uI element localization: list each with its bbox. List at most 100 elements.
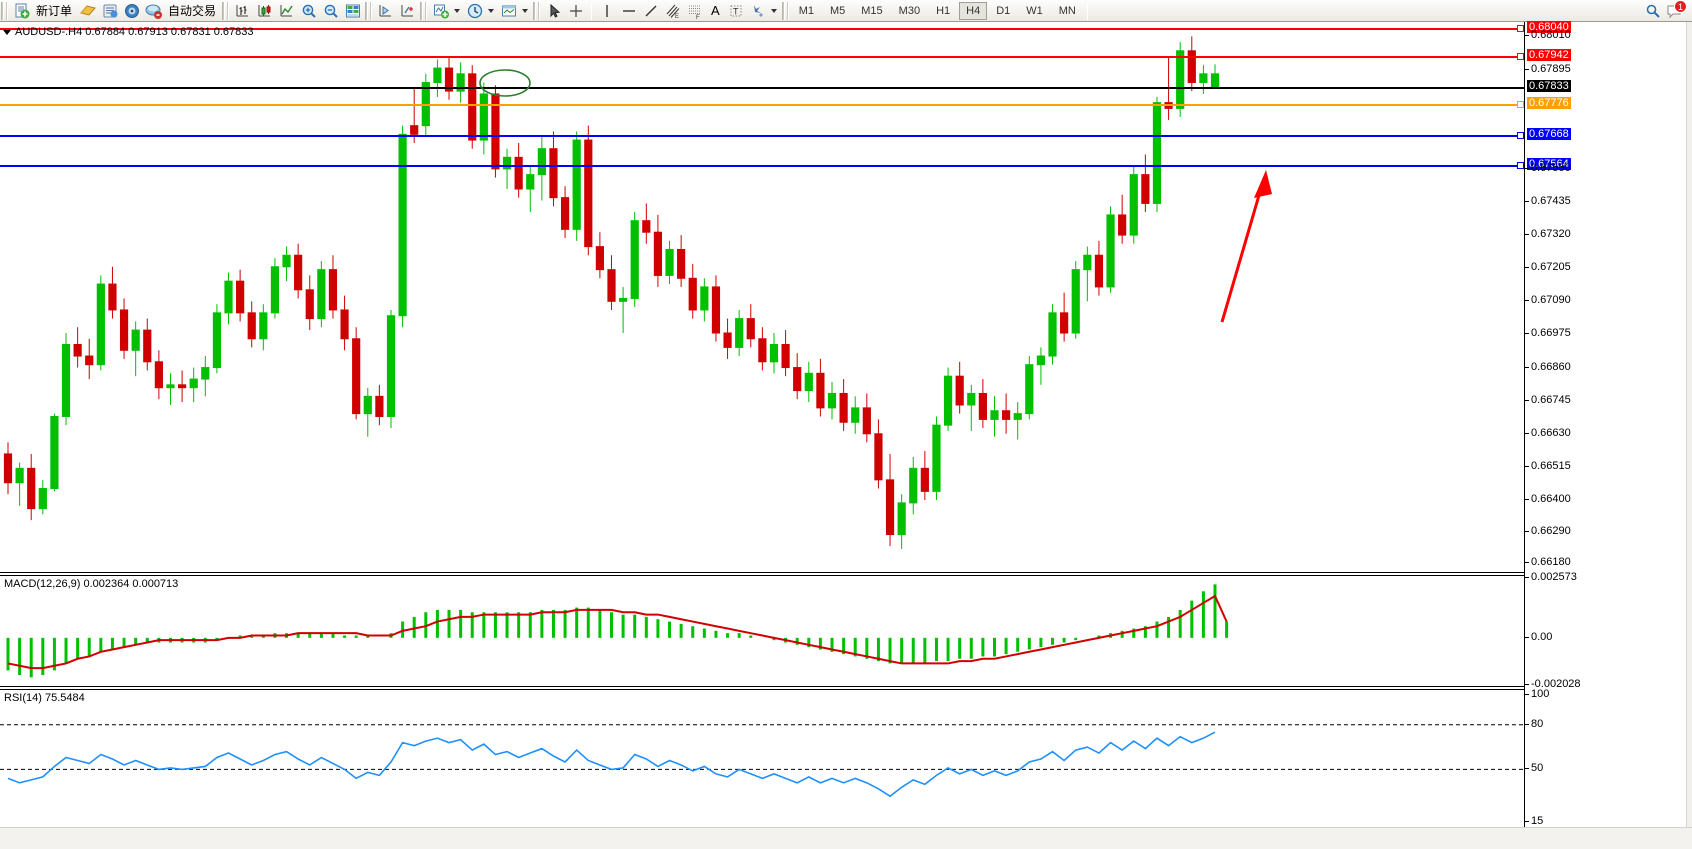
timeframe-h4[interactable]: H4 bbox=[959, 1, 988, 20]
toolbar-grip-5[interactable] bbox=[533, 1, 541, 20]
level-handle-resistance-1[interactable] bbox=[1517, 52, 1524, 60]
chart-menu-arrow-icon[interactable] bbox=[3, 29, 11, 35]
price-tick-label: 0.67435 bbox=[1531, 194, 1571, 207]
level-line-resistance-2[interactable] bbox=[0, 27, 1524, 30]
timeframe-m1[interactable]: M1 bbox=[798, 4, 814, 17]
level-line-pivot[interactable] bbox=[0, 103, 1524, 106]
search-button[interactable] bbox=[1642, 1, 1664, 21]
rsi-tick: 50 bbox=[1525, 762, 1543, 774]
timeframe-w1[interactable]: W1 bbox=[1026, 4, 1043, 17]
shapes-caret-icon[interactable] bbox=[770, 8, 777, 13]
auto-scroll-button[interactable] bbox=[375, 1, 397, 21]
bar-chart-button[interactable] bbox=[232, 1, 254, 21]
candlestick-chart-button[interactable] bbox=[254, 1, 276, 21]
chart-ohlc-text: AUDUSD-.H4 0.67884 0.67913 0.67831 0.678… bbox=[15, 26, 254, 38]
auto-trading-button[interactable]: 自动交易 bbox=[143, 1, 221, 21]
copy-button[interactable] bbox=[77, 1, 99, 21]
chart-area[interactable]: AUDUSD-.H4 0.67884 0.67913 0.67831 0.678… bbox=[0, 20, 1692, 849]
toolbar-grip-3[interactable] bbox=[365, 1, 373, 20]
text-label-button[interactable]: T bbox=[725, 1, 747, 21]
rsi-tick-label: 15 bbox=[1531, 814, 1544, 827]
vertical-scrollbar[interactable] bbox=[1686, 22, 1692, 849]
level-line-current-price[interactable] bbox=[0, 87, 1524, 90]
periods-caret-icon[interactable] bbox=[488, 8, 495, 13]
timeframe-m15[interactable]: M15 bbox=[861, 4, 883, 17]
notifications-button[interactable]: 1 bbox=[1664, 0, 1687, 21]
level-line-support-2[interactable] bbox=[0, 164, 1524, 167]
price-label-resistance-1: 0.67942 bbox=[1527, 48, 1571, 61]
rsi-tick: 80 bbox=[1525, 718, 1543, 730]
search-icon bbox=[1644, 2, 1662, 20]
toolbar-grip-4[interactable] bbox=[420, 1, 428, 20]
text-button[interactable]: A bbox=[706, 1, 725, 21]
price-label-support-1: 0.67668 bbox=[1527, 127, 1571, 140]
svg-text:E: E bbox=[675, 14, 679, 20]
vline-icon bbox=[598, 2, 616, 20]
level-handle-support-2[interactable] bbox=[1517, 161, 1524, 169]
price-tick-label: 0.66745 bbox=[1531, 393, 1571, 406]
periods-button[interactable] bbox=[464, 1, 498, 21]
shapes-button[interactable] bbox=[747, 1, 781, 21]
auto-scroll-icon bbox=[377, 2, 395, 20]
toolbar-separator-1 bbox=[591, 1, 593, 20]
price-tick: 0.66860 bbox=[1525, 361, 1571, 373]
timeframe-m5[interactable]: M5 bbox=[829, 4, 846, 17]
zoom-in-button[interactable] bbox=[298, 1, 320, 21]
data-window-button[interactable] bbox=[342, 1, 364, 21]
price-tick-label: 0.67895 bbox=[1531, 62, 1571, 75]
price-scale[interactable]: 0.68040 0.67942 0.67833 0.67776 0.67668 0.675… bbox=[1524, 20, 1692, 827]
price-label-support-2: 0.67564 bbox=[1527, 157, 1571, 170]
timeframe-mn[interactable]: MN bbox=[1058, 4, 1076, 17]
terminal-button[interactable] bbox=[99, 1, 121, 21]
cursor-button[interactable] bbox=[543, 1, 565, 21]
equidistant-channel-button[interactable]: E bbox=[662, 1, 684, 21]
level-handle-resistance-2[interactable] bbox=[1517, 24, 1524, 32]
trendline-icon bbox=[642, 2, 660, 20]
toolbar-grip-6[interactable] bbox=[781, 1, 789, 20]
auto-trading-label: 自动交易 bbox=[168, 4, 217, 18]
price-tick-label: 0.66290 bbox=[1531, 524, 1571, 537]
timeframe-m30[interactable]: M30 bbox=[898, 4, 921, 17]
price-tick-label: 0.66180 bbox=[1531, 556, 1571, 569]
clock-icon bbox=[466, 2, 484, 20]
text-icon: A bbox=[711, 3, 720, 18]
toolbar-grip-1[interactable] bbox=[1, 1, 8, 20]
timeframe-h1[interactable]: H1 bbox=[936, 4, 951, 17]
signals-icon bbox=[123, 2, 141, 20]
zoom-out-button[interactable] bbox=[320, 1, 342, 21]
fibonacci-icon: F bbox=[686, 2, 704, 20]
signals-button[interactable] bbox=[121, 1, 143, 21]
level-line-support-1[interactable] bbox=[0, 134, 1524, 137]
price-tick: 0.67550 bbox=[1525, 162, 1571, 174]
fibonacci-button[interactable]: F bbox=[684, 1, 706, 21]
templates-button[interactable] bbox=[498, 1, 532, 21]
level-handle-support-1[interactable] bbox=[1517, 131, 1524, 139]
bar-chart-icon bbox=[234, 2, 252, 20]
toolbar-separator-2 bbox=[1086, 1, 1088, 20]
trendline-button[interactable] bbox=[640, 1, 662, 21]
hline-icon bbox=[620, 2, 638, 20]
panel-separator-macd-top bbox=[0, 572, 1524, 573]
indicators-caret-icon[interactable] bbox=[454, 8, 461, 13]
level-handle-pivot[interactable] bbox=[1517, 100, 1524, 108]
indicators-button[interactable] bbox=[430, 1, 464, 21]
price-tick: 0.66400 bbox=[1525, 493, 1571, 505]
new-order-button[interactable]: 新订单 bbox=[11, 1, 77, 21]
price-label-pivot: 0.67776 bbox=[1527, 96, 1571, 109]
crosshair-button[interactable] bbox=[565, 1, 587, 21]
rsi-tick-label: 100 bbox=[1531, 687, 1550, 700]
timeframe-group: M1 M5 M15 M30 H1 H4 D1 W1 MN bbox=[792, 1, 1083, 20]
rsi-tick: 15 bbox=[1525, 815, 1543, 827]
level-line-resistance-1[interactable] bbox=[0, 55, 1524, 58]
price-candlestick-plot bbox=[3, 36, 1220, 549]
line-chart-button[interactable] bbox=[276, 1, 298, 21]
hline-button[interactable] bbox=[618, 1, 640, 21]
data-window-icon bbox=[344, 2, 362, 20]
toolbar-grip-2[interactable] bbox=[222, 1, 230, 20]
vline-button[interactable] bbox=[596, 1, 618, 21]
price-tick-label: 0.67205 bbox=[1531, 261, 1571, 274]
terminal-icon bbox=[101, 2, 119, 20]
timeframe-d1[interactable]: D1 bbox=[996, 4, 1011, 17]
templates-caret-icon[interactable] bbox=[522, 8, 529, 13]
chart-shift-button[interactable] bbox=[397, 1, 419, 21]
